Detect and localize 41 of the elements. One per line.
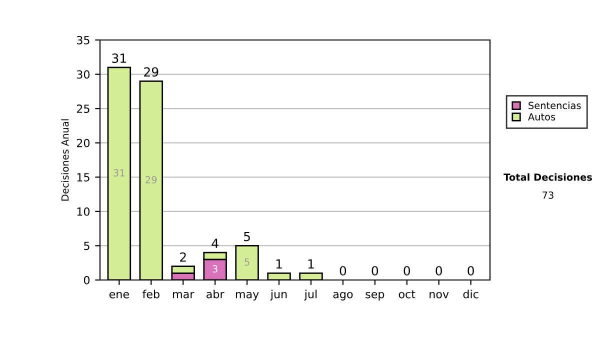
x-tick-label: may <box>236 292 259 300</box>
total-label: 0 <box>436 266 442 276</box>
total-label: 1 <box>308 259 314 268</box>
legend-label: Sentencias <box>528 102 581 110</box>
y-tick-label: 20 <box>76 138 90 148</box>
data-label: 31 <box>114 169 124 177</box>
y-tick-label: 30 <box>76 70 90 79</box>
total-label: 2 <box>180 252 186 262</box>
y-tick-label: 25 <box>76 104 90 113</box>
data-label: 5 <box>244 258 250 266</box>
total-label: 4 <box>212 238 218 248</box>
x-tick-label: oct <box>398 290 416 298</box>
text: Total Decisiones <box>504 173 592 181</box>
x-tick-label: ene <box>109 292 129 298</box>
total-label: 1 <box>276 259 282 268</box>
x-tick-label: dic <box>463 290 478 298</box>
y-tick-label: 5 <box>84 242 90 250</box>
total-label: 0 <box>340 266 346 276</box>
x-tick-label: jul <box>304 290 317 300</box>
total-label: 0 <box>404 266 410 276</box>
total-label: 5 <box>244 232 250 242</box>
y-axis-title: Decisiones Anual <box>61 119 69 201</box>
x-tick-label: jun <box>270 290 287 300</box>
total-label: 31 <box>112 53 126 63</box>
text: 73 <box>542 191 554 199</box>
x-tick-label: mar <box>173 292 194 298</box>
y-tick-label: 35 <box>76 36 90 44</box>
x-tick-label: sep <box>366 292 384 300</box>
y-tick-label: 10 <box>77 207 90 216</box>
data-label: 29 <box>146 176 157 184</box>
y-tick-label: 0 <box>84 276 90 284</box>
total-label: 0 <box>372 266 378 276</box>
x-tick-label: nov <box>430 292 449 298</box>
x-tick-label: feb <box>142 290 160 298</box>
x-tick-label: abr <box>206 290 224 298</box>
x-tick-label: ago <box>333 292 353 300</box>
total-label: 0 <box>468 266 474 276</box>
data-label: 3 <box>212 265 218 273</box>
y-tick-label: 15 <box>77 173 90 182</box>
legend-label: Autos <box>528 113 556 120</box>
total-label: 29 <box>144 67 158 77</box>
